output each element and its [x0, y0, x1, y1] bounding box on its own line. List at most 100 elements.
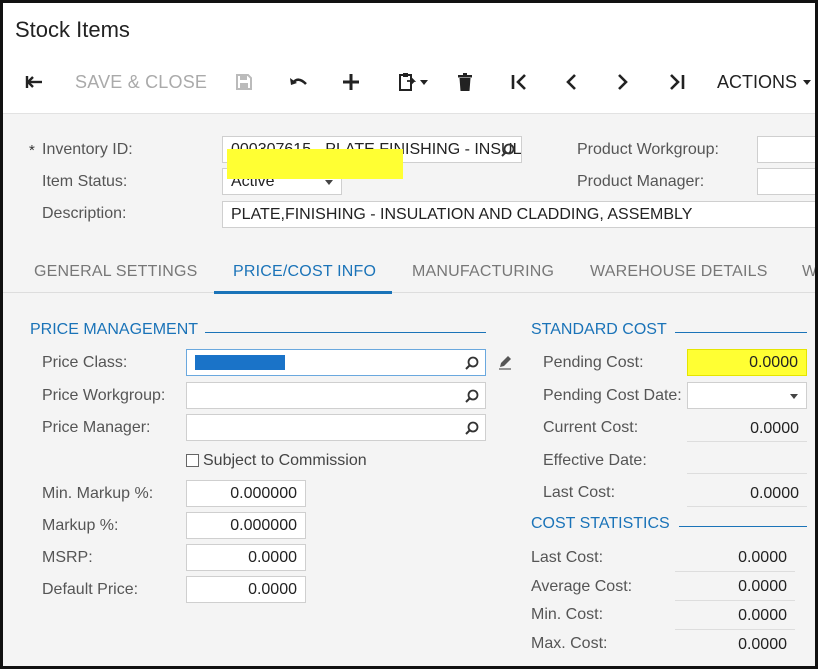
add-icon	[343, 74, 359, 90]
section-divider	[675, 332, 807, 333]
description-value: PLATE,FINISHING - INSULATION AND CLADDIN…	[231, 205, 693, 223]
tab-more[interactable]: W	[802, 263, 818, 280]
pencil-icon[interactable]	[497, 354, 513, 370]
readonly-underline	[675, 600, 795, 601]
default-price-label: Default Price:	[42, 581, 139, 598]
inventory-id-label: Inventory ID:	[42, 141, 133, 158]
markup-label: Markup %:	[42, 517, 119, 534]
default-price-field[interactable]: 0.0000	[186, 576, 306, 603]
actions-label: ACTIONS	[717, 71, 798, 92]
active-tab-underline	[214, 291, 392, 294]
undo-button[interactable]	[285, 65, 311, 99]
msrp-label: MSRP:	[42, 549, 93, 566]
save-button[interactable]	[232, 65, 256, 99]
search-icon[interactable]	[465, 421, 479, 435]
standard-cost-heading: STANDARD COST	[531, 321, 667, 338]
min-markup-label: Min. Markup %:	[42, 485, 154, 502]
item-status-label: Item Status:	[42, 173, 128, 190]
price-manager-field[interactable]	[186, 414, 486, 441]
tab-highlight	[227, 149, 403, 179]
delete-button[interactable]	[454, 65, 476, 99]
tab-bar: GENERAL SETTINGS PRICE/COST INFO MANUFAC…	[3, 251, 818, 293]
page-header: Stock Items SAVE & CLOSE	[3, 3, 815, 113]
msrp-value: 0.0000	[248, 548, 297, 566]
product-manager-field[interactable]	[757, 168, 815, 195]
section-divider	[679, 526, 807, 527]
toolbar: SAVE & CLOSE	[3, 65, 815, 99]
cost-statistics-heading: COST STATISTICS	[531, 515, 670, 532]
min-markup-value: 0.000000	[230, 484, 297, 502]
pending-cost-field[interactable]: 0.0000	[687, 349, 807, 376]
redacted-value	[195, 355, 285, 370]
search-icon[interactable]	[501, 143, 515, 157]
add-button[interactable]	[339, 65, 363, 99]
min-cost-label: Min. Cost:	[531, 606, 604, 623]
subject-to-commission-label: Subject to Commission	[203, 452, 367, 469]
tab-content: PRICE MANAGEMENT Price Class: Price Work…	[3, 295, 815, 666]
search-icon[interactable]	[465, 356, 479, 370]
first-record-icon	[511, 74, 526, 90]
readonly-underline	[687, 473, 807, 474]
readonly-underline	[675, 629, 795, 630]
current-cost-value: 0.0000	[750, 420, 799, 437]
tab-warehouse-details[interactable]: WAREHOUSE DETAILS	[590, 263, 768, 280]
product-workgroup-field[interactable]	[757, 136, 815, 163]
last-record-button[interactable]	[666, 65, 688, 99]
back-button[interactable]	[21, 65, 47, 99]
required-asterisk: *	[29, 142, 35, 159]
search-icon[interactable]	[465, 389, 479, 403]
price-workgroup-label: Price Workgroup:	[42, 387, 166, 404]
average-cost-value: 0.0000	[738, 578, 787, 595]
tab-general-settings[interactable]: GENERAL SETTINGS	[34, 263, 198, 280]
stat-last-cost-value: 0.0000	[738, 549, 787, 566]
section-divider	[205, 332, 486, 333]
std-last-cost-label: Last Cost:	[543, 484, 616, 501]
readonly-underline	[687, 441, 807, 442]
pending-cost-value: 0.0000	[749, 353, 798, 371]
chevron-down-icon	[420, 79, 428, 85]
save-icon	[236, 74, 252, 90]
undo-icon	[290, 78, 307, 85]
price-workgroup-field[interactable]	[186, 382, 486, 409]
pending-cost-label: Pending Cost:	[543, 354, 644, 371]
max-cost-value: 0.0000	[738, 636, 787, 653]
min-cost-value: 0.0000	[738, 607, 787, 624]
markup-field[interactable]: 0.000000	[186, 512, 306, 539]
product-workgroup-label: Product Workgroup:	[577, 141, 719, 158]
markup-value: 0.000000	[230, 516, 297, 534]
actions-menu-button[interactable]: ACTIONS	[717, 65, 812, 99]
description-field[interactable]: PLATE,FINISHING - INSULATION AND CLADDIN…	[222, 201, 815, 228]
current-cost-label: Current Cost:	[543, 419, 639, 436]
chevron-down-icon	[803, 79, 812, 85]
delete-icon	[458, 73, 472, 91]
tab-price-cost-info[interactable]: PRICE/COST INFO	[233, 263, 377, 280]
tab-manufacturing[interactable]: MANUFACTURING	[412, 263, 555, 280]
previous-button[interactable]	[560, 65, 582, 99]
page-title: Stock Items	[15, 17, 130, 42]
paste-button[interactable]	[393, 65, 433, 99]
price-class-field[interactable]	[186, 349, 486, 376]
readonly-underline	[687, 506, 807, 507]
paste-icon	[399, 73, 416, 91]
chevron-down-icon[interactable]	[790, 394, 798, 399]
default-price-value: 0.0000	[248, 580, 297, 598]
stat-last-cost-label: Last Cost:	[531, 549, 604, 566]
description-label: Description:	[42, 205, 127, 222]
first-record-button[interactable]	[508, 65, 530, 99]
readonly-underline	[675, 571, 795, 572]
previous-icon	[566, 74, 576, 90]
save-and-close-button[interactable]: SAVE & CLOSE	[75, 71, 208, 92]
pending-cost-date-field[interactable]	[687, 382, 807, 409]
next-icon	[618, 74, 628, 90]
msrp-field[interactable]: 0.0000	[186, 544, 306, 571]
pending-cost-date-label: Pending Cost Date:	[543, 387, 682, 404]
last-record-icon	[670, 74, 685, 90]
effective-date-label: Effective Date:	[543, 452, 647, 469]
price-class-label: Price Class:	[42, 354, 128, 371]
next-button[interactable]	[612, 65, 634, 99]
std-last-cost-value: 0.0000	[750, 485, 799, 502]
max-cost-label: Max. Cost:	[531, 635, 608, 652]
min-markup-field[interactable]: 0.000000	[186, 480, 306, 507]
subject-to-commission-checkbox[interactable]	[186, 454, 199, 467]
back-arrow-icon	[25, 76, 42, 88]
